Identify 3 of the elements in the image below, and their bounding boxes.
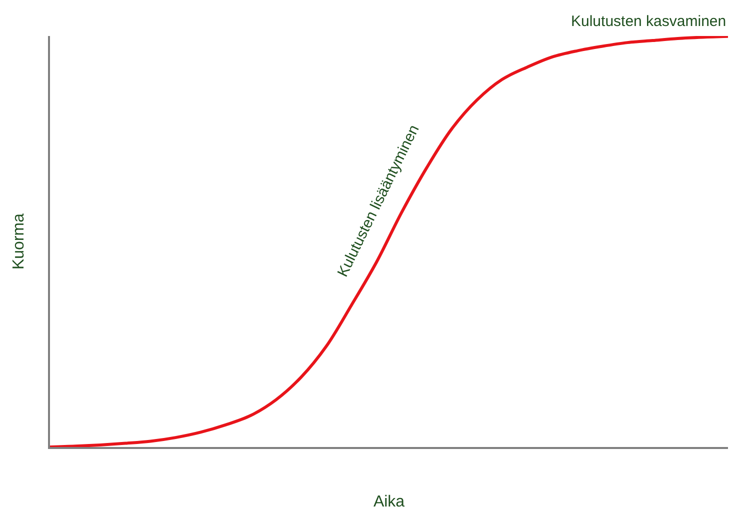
x-axis-title: Aika bbox=[373, 493, 405, 510]
y-axis-title: Kuorma bbox=[10, 213, 28, 270]
text: Kulutusten kasvaminen bbox=[571, 13, 726, 30]
